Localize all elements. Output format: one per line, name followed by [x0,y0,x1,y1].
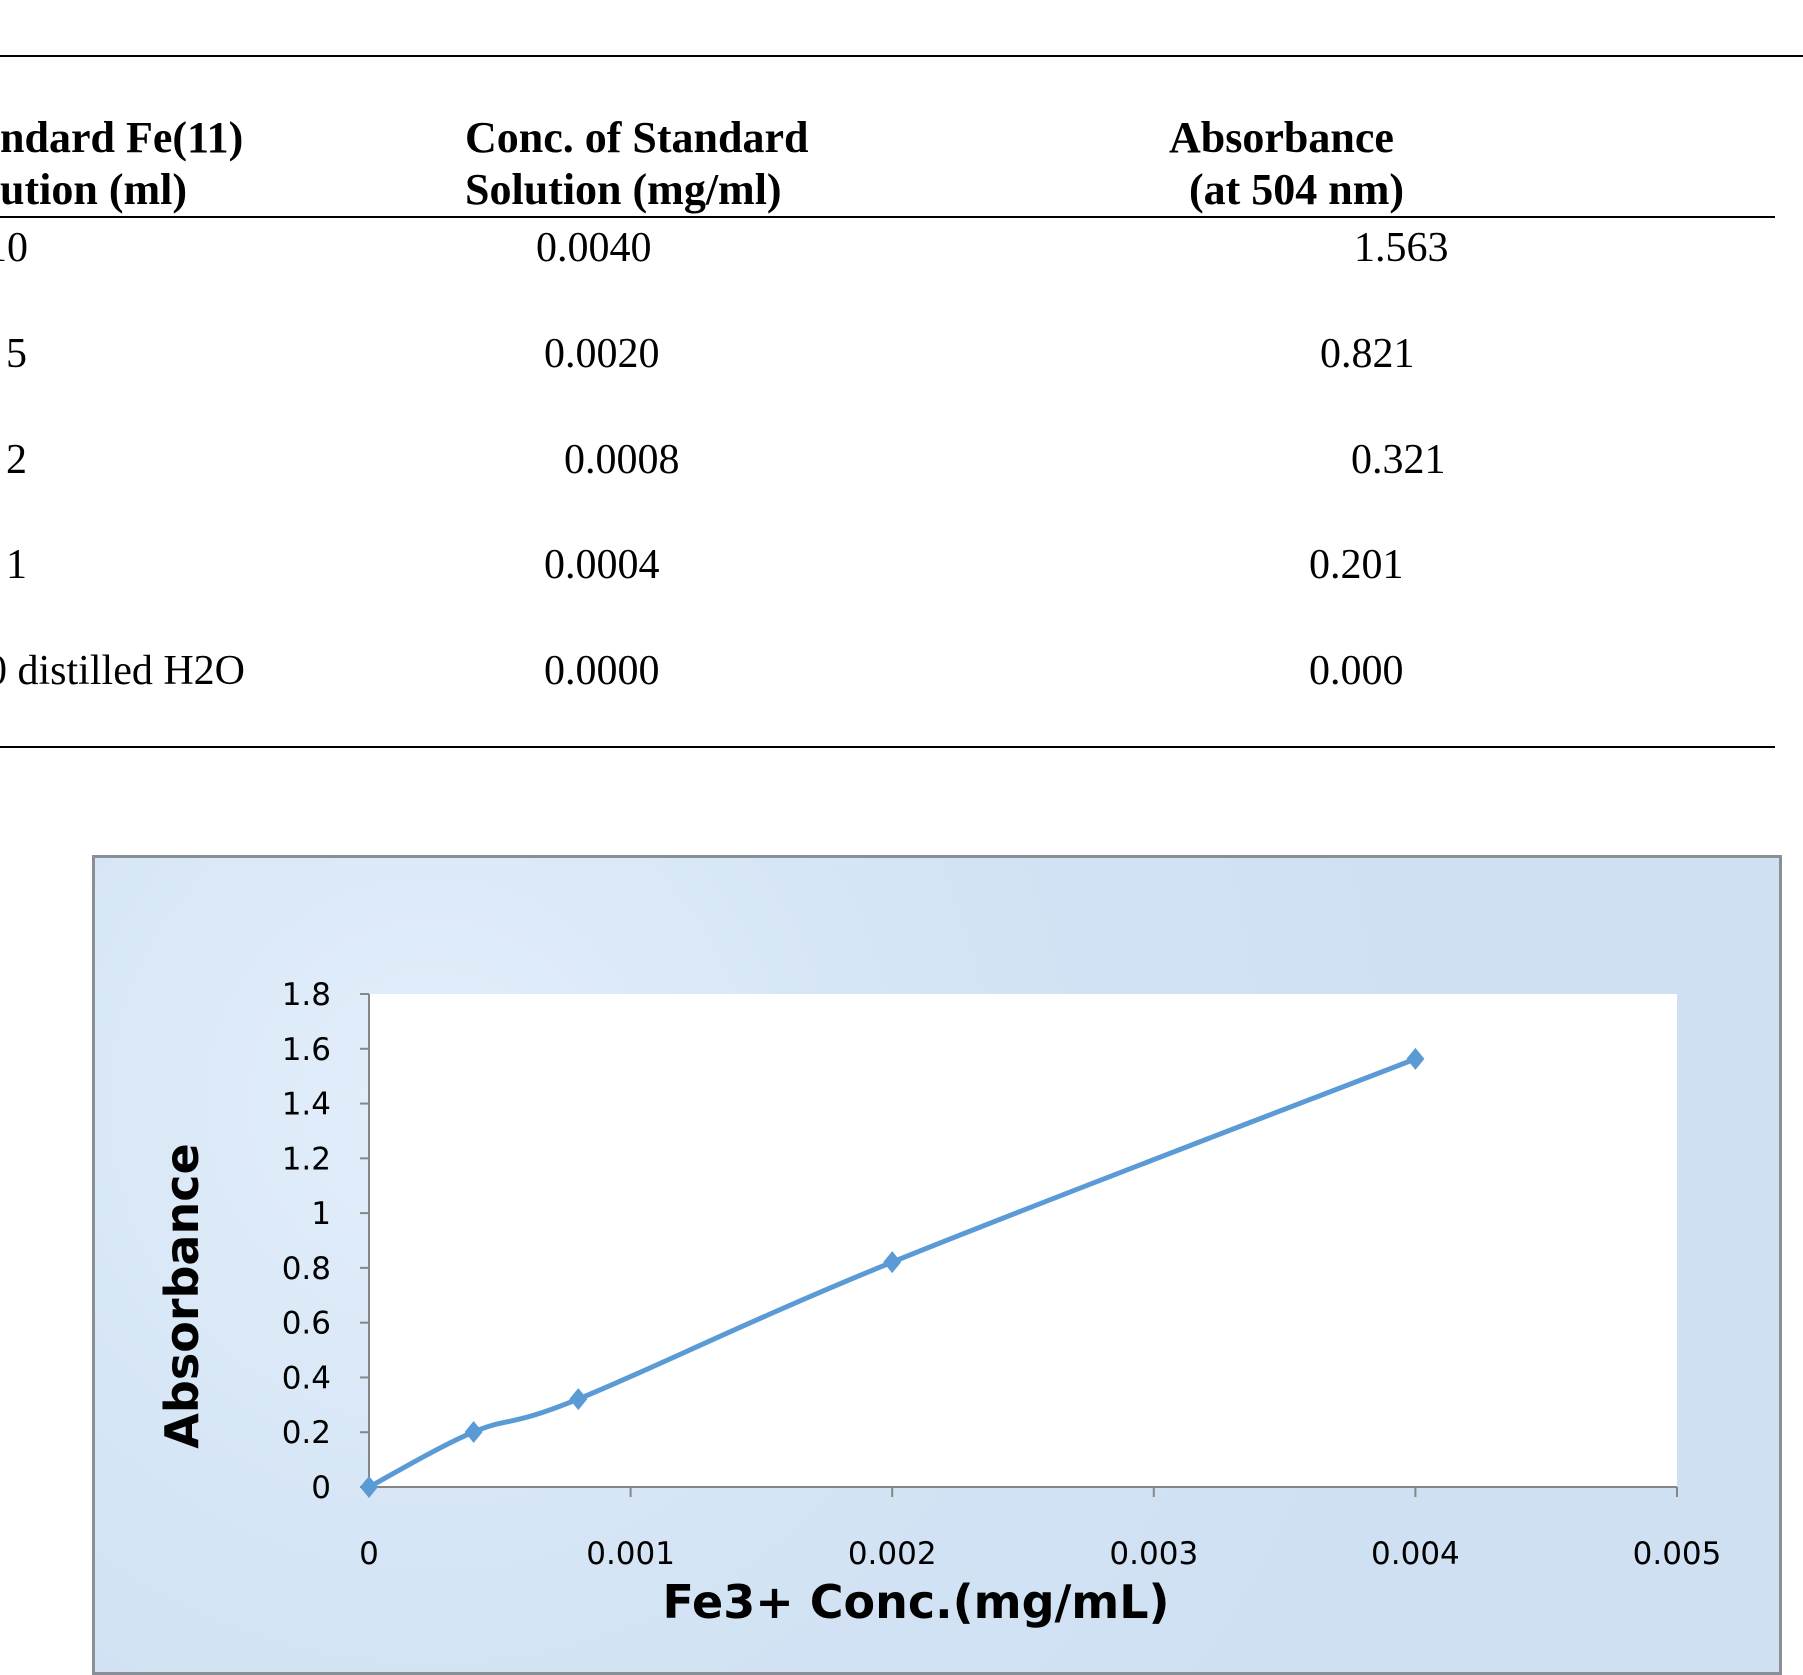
y-tick-label: 1 [311,1196,331,1232]
cell-volume: 2 [6,437,27,483]
cell-volume: 0 distilled H2O [0,648,245,694]
y-tick-label: 0.2 [282,1415,331,1451]
data-point-marker [569,1388,588,1411]
cell-absorbance: 0.821 [1320,331,1415,377]
x-tick-label: 0.003 [1109,1536,1198,1572]
x-tick-label: 0.005 [1633,1536,1722,1572]
y-tick-label: 0.4 [282,1360,331,1396]
plot-area [369,994,1677,1487]
header-line: (at 504 nm) [1189,165,1405,214]
data-point-marker [464,1420,483,1443]
header-concentration: Conc. of Standard Solution (mg/ml) [465,112,809,216]
cell-absorbance: 0.321 [1351,437,1446,483]
cell-volume: 1 [6,542,27,588]
header-line: Absorbance [1169,113,1394,162]
y-tick-label: 1.6 [282,1032,331,1068]
cell-absorbance: 0.201 [1309,542,1404,588]
data-point-marker [1406,1047,1425,1070]
cell-concentration: 0.0008 [564,437,680,483]
header-line: Conc. of Standard [465,113,809,162]
cell-concentration: 0.0040 [536,225,652,271]
table-top-rule [0,55,1803,57]
y-axis-title: Absorbance [155,1143,209,1448]
y-tick-label: 0.6 [282,1306,331,1342]
header-line: ution (ml) [0,165,187,214]
header-absorbance: Absorbance (at 504 nm) [1169,112,1404,216]
x-tick-label: 0.002 [848,1536,937,1572]
header-volume: ndard Fe(11) ution (ml) [0,112,243,216]
table-header-rule [0,216,1775,218]
y-tick-label: 1.2 [282,1141,331,1177]
header-line: ndard Fe(11) [0,113,244,162]
cell-volume: 5 [6,331,27,377]
y-tick-label: 0.8 [282,1251,331,1287]
x-tick-label: 0.004 [1371,1536,1460,1572]
header-line: Solution (mg/ml) [465,165,782,214]
data-point-marker [883,1251,902,1274]
x-tick-label: 0 [359,1536,379,1572]
table-bottom-rule [0,746,1775,748]
x-tick-label: 0.001 [586,1536,675,1572]
y-tick-label: 1.4 [282,1087,331,1123]
cell-absorbance: 0.000 [1309,648,1404,694]
cell-concentration: 0.0000 [544,648,660,694]
data-point-marker [360,1476,378,1498]
cell-concentration: 0.0020 [544,331,660,377]
x-axis-title: Fe3+ Conc.(mg/mL) [662,1575,1169,1629]
cell-concentration: 0.0004 [544,542,660,588]
cell-volume: 10 [0,225,28,271]
y-tick-label: 0 [311,1470,331,1506]
cell-absorbance: 1.563 [1354,225,1449,271]
y-tick-label: 1.8 [282,977,331,1013]
